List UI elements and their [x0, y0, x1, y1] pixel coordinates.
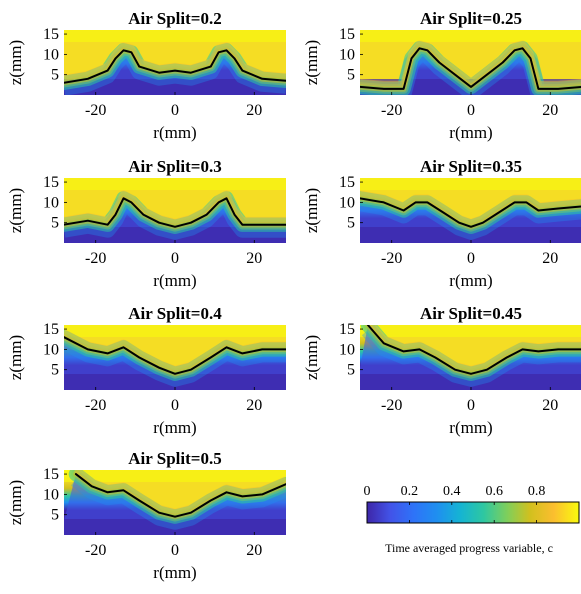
x-tick-label: 0 — [467, 250, 475, 267]
y-tick-label: 5 — [51, 362, 59, 379]
x-tick-label: -20 — [85, 250, 106, 267]
x-tick-label: -20 — [85, 102, 106, 119]
burnt-region — [367, 325, 581, 374]
x-tick-label: -20 — [381, 102, 402, 119]
chart-panel: -20 0 20 5 10 15 Air Split=0.4 r(mm) z(mm) — [6, 304, 286, 437]
y-tick-label: 15 — [43, 26, 59, 43]
x-tick-label: -20 — [85, 397, 106, 414]
burnt-region — [64, 178, 286, 227]
unburnt-region — [360, 325, 581, 390]
colorbar-tick-label: 0.4 — [443, 484, 461, 499]
x-tick-label: 0 — [171, 542, 179, 559]
y-tick-label: 15 — [339, 321, 355, 338]
y-axis-label: z(mm) — [302, 335, 321, 380]
flame-contour-line — [74, 473, 286, 518]
x-axis-label: r(mm) — [153, 271, 196, 290]
flame-contour-line — [64, 336, 286, 375]
chart-panel: -20 0 20 5 10 15 Air Split=0.25 r(mm) z(mm) — [302, 9, 581, 142]
y-tick-label: 15 — [43, 466, 59, 483]
colorbar-bar — [366, 501, 580, 524]
y-tick-label: 10 — [43, 486, 59, 503]
x-tick-label: 20 — [246, 542, 262, 559]
y-tick-label: 15 — [339, 26, 355, 43]
y-tick-label: 5 — [347, 215, 355, 232]
y-axis-label: z(mm) — [302, 40, 321, 85]
y-tick-label: 15 — [339, 174, 355, 191]
x-axis-label: r(mm) — [153, 563, 196, 582]
colorbar: 0 0.2 0.4 0.6 0.8 Time averaged progress var… — [364, 484, 580, 555]
y-tick-label: 10 — [43, 194, 59, 211]
flame-contour-line — [64, 197, 286, 228]
y-tick-label: 5 — [51, 67, 59, 84]
y-tick-label: 10 — [339, 46, 355, 63]
y-axis-label: z(mm) — [6, 188, 25, 233]
x-tick-label: 0 — [171, 397, 179, 414]
x-tick-label: 0 — [467, 397, 475, 414]
x-tick-label: 0 — [467, 102, 475, 119]
panel-title: Air Split=0.3 — [128, 157, 221, 176]
x-tick-label: -20 — [85, 542, 106, 559]
y-tick-label: 15 — [43, 174, 59, 191]
x-tick-label: -20 — [381, 397, 402, 414]
chart-panel: -20 0 20 5 10 15 Air Split=0.35 r(mm) z(mm) — [302, 157, 581, 290]
y-axis-label: z(mm) — [6, 480, 25, 525]
y-axis-label: z(mm) — [302, 188, 321, 233]
x-tick-label: 0 — [171, 102, 179, 119]
panel-title: Air Split=0.5 — [128, 449, 221, 468]
burnt-region — [360, 178, 581, 227]
chart-panel: -20 0 20 5 10 15 Air Split=0.5 r(mm) z(mm) — [6, 449, 286, 582]
y-axis-label: z(mm) — [6, 335, 25, 380]
flame-contour-line — [64, 49, 286, 84]
colorbar-tick-label: 0 — [364, 484, 371, 499]
colorbar-tick-label: 0.8 — [528, 484, 546, 499]
y-tick-label: 15 — [43, 321, 59, 338]
x-tick-label: 20 — [246, 250, 262, 267]
chart-panel: -20 0 20 5 10 15 Air Split=0.45 r(mm) z(mm) — [302, 304, 581, 437]
x-axis-label: r(mm) — [153, 418, 196, 437]
x-tick-label: 20 — [542, 250, 558, 267]
x-tick-label: 20 — [542, 397, 558, 414]
x-axis-label: r(mm) — [449, 123, 492, 142]
y-tick-label: 5 — [347, 67, 355, 84]
y-tick-label: 5 — [51, 507, 59, 524]
x-tick-label: 20 — [542, 102, 558, 119]
y-tick-label: 10 — [43, 341, 59, 358]
colorbar-tick-label: 0.6 — [485, 484, 503, 499]
x-axis-label: r(mm) — [153, 123, 196, 142]
x-tick-label: 0 — [171, 250, 179, 267]
y-tick-label: 5 — [51, 215, 59, 232]
panel-title: Air Split=0.4 — [128, 304, 222, 323]
colorbar-tick-label: 0.2 — [401, 484, 419, 499]
panel-title: Air Split=0.45 — [420, 304, 522, 323]
x-tick-label: -20 — [381, 250, 402, 267]
y-tick-label: 5 — [347, 362, 355, 379]
panel-title: Air Split=0.25 — [420, 9, 522, 28]
chart-panel: -20 0 20 5 10 15 Air Split=0.3 r(mm) z(mm) — [6, 157, 286, 290]
x-axis-label: r(mm) — [449, 271, 492, 290]
y-tick-label: 10 — [339, 194, 355, 211]
panel-title: Air Split=0.2 — [128, 9, 221, 28]
burnt-region — [64, 325, 286, 374]
flame-contour-line — [360, 197, 581, 228]
panel-title: Air Split=0.35 — [420, 157, 522, 176]
x-tick-label: 20 — [246, 397, 262, 414]
y-axis-label: z(mm) — [6, 40, 25, 85]
x-axis-label: r(mm) — [449, 418, 492, 437]
y-tick-label: 10 — [339, 341, 355, 358]
flame-contour-line — [360, 47, 581, 90]
flame-contour-line — [366, 325, 581, 375]
y-tick-label: 10 — [43, 46, 59, 63]
burnt-region — [64, 30, 286, 83]
x-tick-label: 20 — [246, 102, 262, 119]
colorbar-label: Time averaged progress variable, c — [385, 541, 553, 555]
chart-panel: -20 0 20 5 10 15 Air Split=0.2 r(mm) z(mm) — [6, 9, 286, 142]
